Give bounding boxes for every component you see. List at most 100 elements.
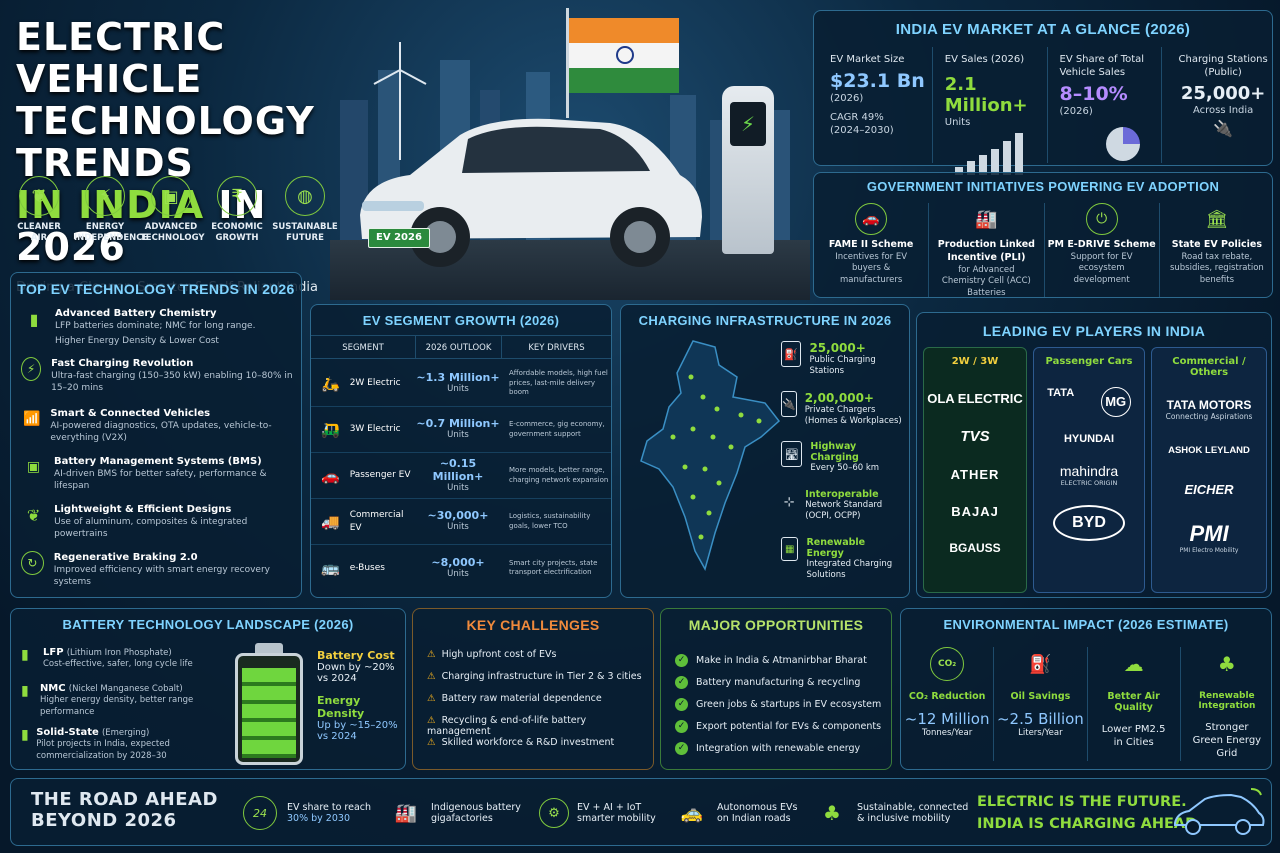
home-charger-icon: 🔌: [781, 391, 797, 417]
segment-title: EV SEGMENT GROWTH (2026): [362, 313, 560, 328]
hero-illustration: EV 2026 ⚡: [330, 0, 810, 300]
challenge-item: ⚠ Battery raw material dependence: [427, 693, 602, 704]
environment-panel: ENVIRONMENTAL IMPACT (2026 ESTIMATE) CO₂…: [900, 608, 1272, 770]
benefit-growth: ₹ ECONOMIC GROWTH: [206, 176, 268, 256]
india-flag: [566, 8, 680, 118]
players-col-commercial: Commercial / Others TATA MOTORS Connecti…: [1151, 347, 1267, 593]
header: ELECTRIC VEHICLE TECHNOLOGY TRENDS IN IN…: [16, 16, 356, 295]
government-building-icon: 🏛: [1205, 208, 1229, 230]
target-2030-icon: 24: [243, 796, 277, 830]
mahindra-logo: mahindra: [1059, 463, 1119, 479]
highway-charger-icon: 🛣: [781, 441, 803, 467]
leaf-icon: ❦: [19, 176, 59, 216]
warning-icon: ⚠: [427, 649, 436, 660]
ev-car-outline-icon: [1174, 788, 1265, 835]
charging-item: ⊹ Interoperable Network Standard (OCPI, O…: [781, 489, 905, 537]
trend-item: ▣ Battery Management Systems (BMS) AI-dri…: [21, 455, 295, 503]
challenge-item: ⚠ Charging infrastructure in Tier 2 & 3 …: [427, 671, 642, 682]
opportunity-item: ✓ Battery manufacturing & recycling: [675, 671, 889, 693]
opportunity-item: ✓ Make in India & Atmanirbhar Bharat: [675, 649, 889, 671]
network-icon: ⊹: [783, 494, 795, 510]
battery-icon: ▮: [21, 647, 29, 663]
india-map: [640, 340, 781, 571]
charging-item: 🛣 Highway Charging Every 50–60 km: [781, 441, 905, 489]
cloud-icon: ☁: [1123, 652, 1144, 676]
tata-motors-tagline: Connecting Aspirations: [1165, 412, 1253, 421]
battery-title: BATTERY TECHNOLOGY LANDSCAPE (2026): [62, 617, 354, 632]
charging-station: ⚡: [722, 86, 774, 254]
electric-car: [360, 118, 702, 267]
gov-item-pm-edrive: ⏻ PM E-DRIVE Scheme Support for EV ecosy…: [1045, 203, 1160, 297]
env-co2: CO₂ CO₂ Reduction ~12 Million Tonnes/Yea…: [901, 647, 995, 761]
bolt-icon: ⚡: [85, 176, 125, 216]
car-icon: 🚗: [321, 466, 340, 485]
page-title-line2: TECHNOLOGY TRENDS: [16, 99, 315, 185]
road-ahead-subtitle: BEYOND 2026: [31, 810, 177, 831]
truck-icon: 🚚: [321, 512, 340, 531]
trend-item: 📶 Smart & Connected Vehicles AI-powered d…: [22, 408, 272, 444]
rupee-icon: ₹: [217, 176, 257, 216]
market-panel: INDIA EV MARKET AT A GLANCE (2026) EV Ma…: [813, 10, 1274, 175]
battery-panel: BATTERY TECHNOLOGY LANDSCAPE (2026) ▮ LF…: [10, 608, 406, 770]
bajaj-logo: BAJAJ: [951, 504, 999, 519]
challenges-title: KEY CHALLENGES: [466, 617, 600, 633]
challenges-panel: KEY CHALLENGES ⚠ High upfront cost of EV…: [412, 608, 654, 770]
segment-row: 🚗 Passenger EV ~0.15 Million+ Units More m…: [311, 453, 611, 499]
factory-icon: 🏭: [975, 208, 998, 230]
gov-item-pli: 🏭 Production Linked Incentive (PLI) for …: [929, 203, 1045, 298]
opportunities-panel: MAJOR OPPORTUNITIES ✓ Make in India & Atm…: [660, 608, 892, 770]
environment-title: ENVIRONMENTAL IMPACT (2026 ESTIMATE): [943, 617, 1229, 632]
fuel-pump-icon: ⛽: [1029, 653, 1052, 675]
charging-item: ▦ Renewable Energy Integrated Charging So…: [781, 537, 905, 581]
check-icon: ✓: [675, 697, 688, 711]
road-ahead-title: THE ROAD AHEAD: [31, 789, 218, 810]
battery-cost-label: Battery Cost: [317, 649, 395, 662]
charging-item: ⛽ 25,000+ Public Charging Stations: [781, 341, 905, 391]
challenge-item: ⚠ Skilled workforce & R&D investment: [427, 737, 615, 748]
ev-share: EV Share of Total Vehicle Sales 8–10% (2…: [1048, 47, 1163, 163]
wifi-car-icon: 📶: [22, 411, 41, 427]
warning-icon: ⚠: [427, 715, 436, 726]
plug-icon: ⏻: [1085, 203, 1118, 235]
env-renewable: ♣ Renewable Integration Stronger Green E…: [1181, 647, 1273, 761]
battery-icon: ▮: [29, 309, 39, 329]
mahindra-tagline: ELECTRIC ORIGIN: [1060, 479, 1118, 487]
challenge-item: ⚠ High upfront cost of EVs: [427, 649, 557, 660]
trends-title: TOP EV TECHNOLOGY TRENDS IN 2026: [17, 281, 295, 297]
market-title: INDIA EV MARKET AT A GLANCE (2026): [895, 21, 1191, 38]
regen-icon: ↻: [21, 551, 44, 575]
tata-logo: TATA: [1047, 387, 1075, 399]
car-icon: 🚗: [855, 203, 888, 235]
segment-row: 🛺 3W Electric ~0.7 Million+ Units E-commer…: [311, 407, 611, 453]
trend-item: ▮ Advanced Battery Chemistry LFP batterie…: [21, 307, 295, 357]
warning-icon: ⚠: [427, 671, 436, 682]
auto-rickshaw-icon: 🛺: [321, 420, 340, 439]
charging-station-icon: ⛽: [781, 341, 802, 367]
charging-item: 🔌 2,00,000+ Private Chargers (Homes & Wor…: [781, 391, 902, 427]
ev-sales: EV Sales (2026) 2.1 Million+ Units: [933, 47, 1048, 175]
chip-icon: ▣: [26, 459, 41, 475]
benefits-row: ❦ CLEANER AIR ⚡ ENERGY INDEPENDENCE ▣ ADVA…: [8, 176, 338, 256]
segment-row: 🚌 e-Buses ~8,000+ Units Smart city project…: [321, 555, 598, 579]
opportunity-item: ✓ Integration with renewable energy: [675, 737, 889, 759]
trend-item: ↻ Regenerative Braking 2.0 Improved effic…: [21, 551, 295, 599]
ashok-leyland-logo: ASHOK LEYLAND: [1168, 445, 1250, 456]
benefit-future: ◍ SUSTAINABLE FUTURE: [272, 176, 338, 256]
leaf-icon: ❦: [26, 505, 41, 525]
charging-stations: Charging Stations (Public) 25,000+ Acros…: [1162, 47, 1274, 163]
co2-icon: CO₂: [930, 647, 965, 681]
byd-logo: BYD: [1053, 505, 1125, 541]
road-item: ♣ Sustainable, connected & inclusive mobi…: [815, 791, 983, 835]
env-oil: ⛽ Oil Savings ~2.5 Billion Liters/Year: [994, 647, 1088, 761]
opportunity-item: ✓ Export potential for EVs & components: [675, 715, 889, 737]
charging-title: CHARGING INFRASTRUCTURE IN 2026: [638, 313, 892, 328]
gov-title: GOVERNMENT INITIATIVES POWERING EV ADOPT…: [866, 179, 1220, 194]
env-air: ☁ Better Air Quality Lower PM2.5 in Citi…: [1088, 647, 1181, 761]
road-item: ⚙ EV + AI + IoT smarter mobility: [539, 791, 675, 835]
pmi-tagline: PMI Electro Mobility: [1179, 547, 1239, 554]
fast-charge-icon: ⚡: [21, 357, 42, 381]
ai-chip-icon: ⚙: [539, 798, 569, 828]
players-col-2w3w: 2W / 3W OLA ELECTRIC TVS ATHER BAJAJ BGA…: [923, 347, 1027, 593]
benefit-technology: ▣ ADVANCED TECHNOLOGY: [140, 176, 205, 256]
battery-type: ▮ LFP (Lithium Iron Phosphate) Cost-effec…: [21, 647, 221, 683]
